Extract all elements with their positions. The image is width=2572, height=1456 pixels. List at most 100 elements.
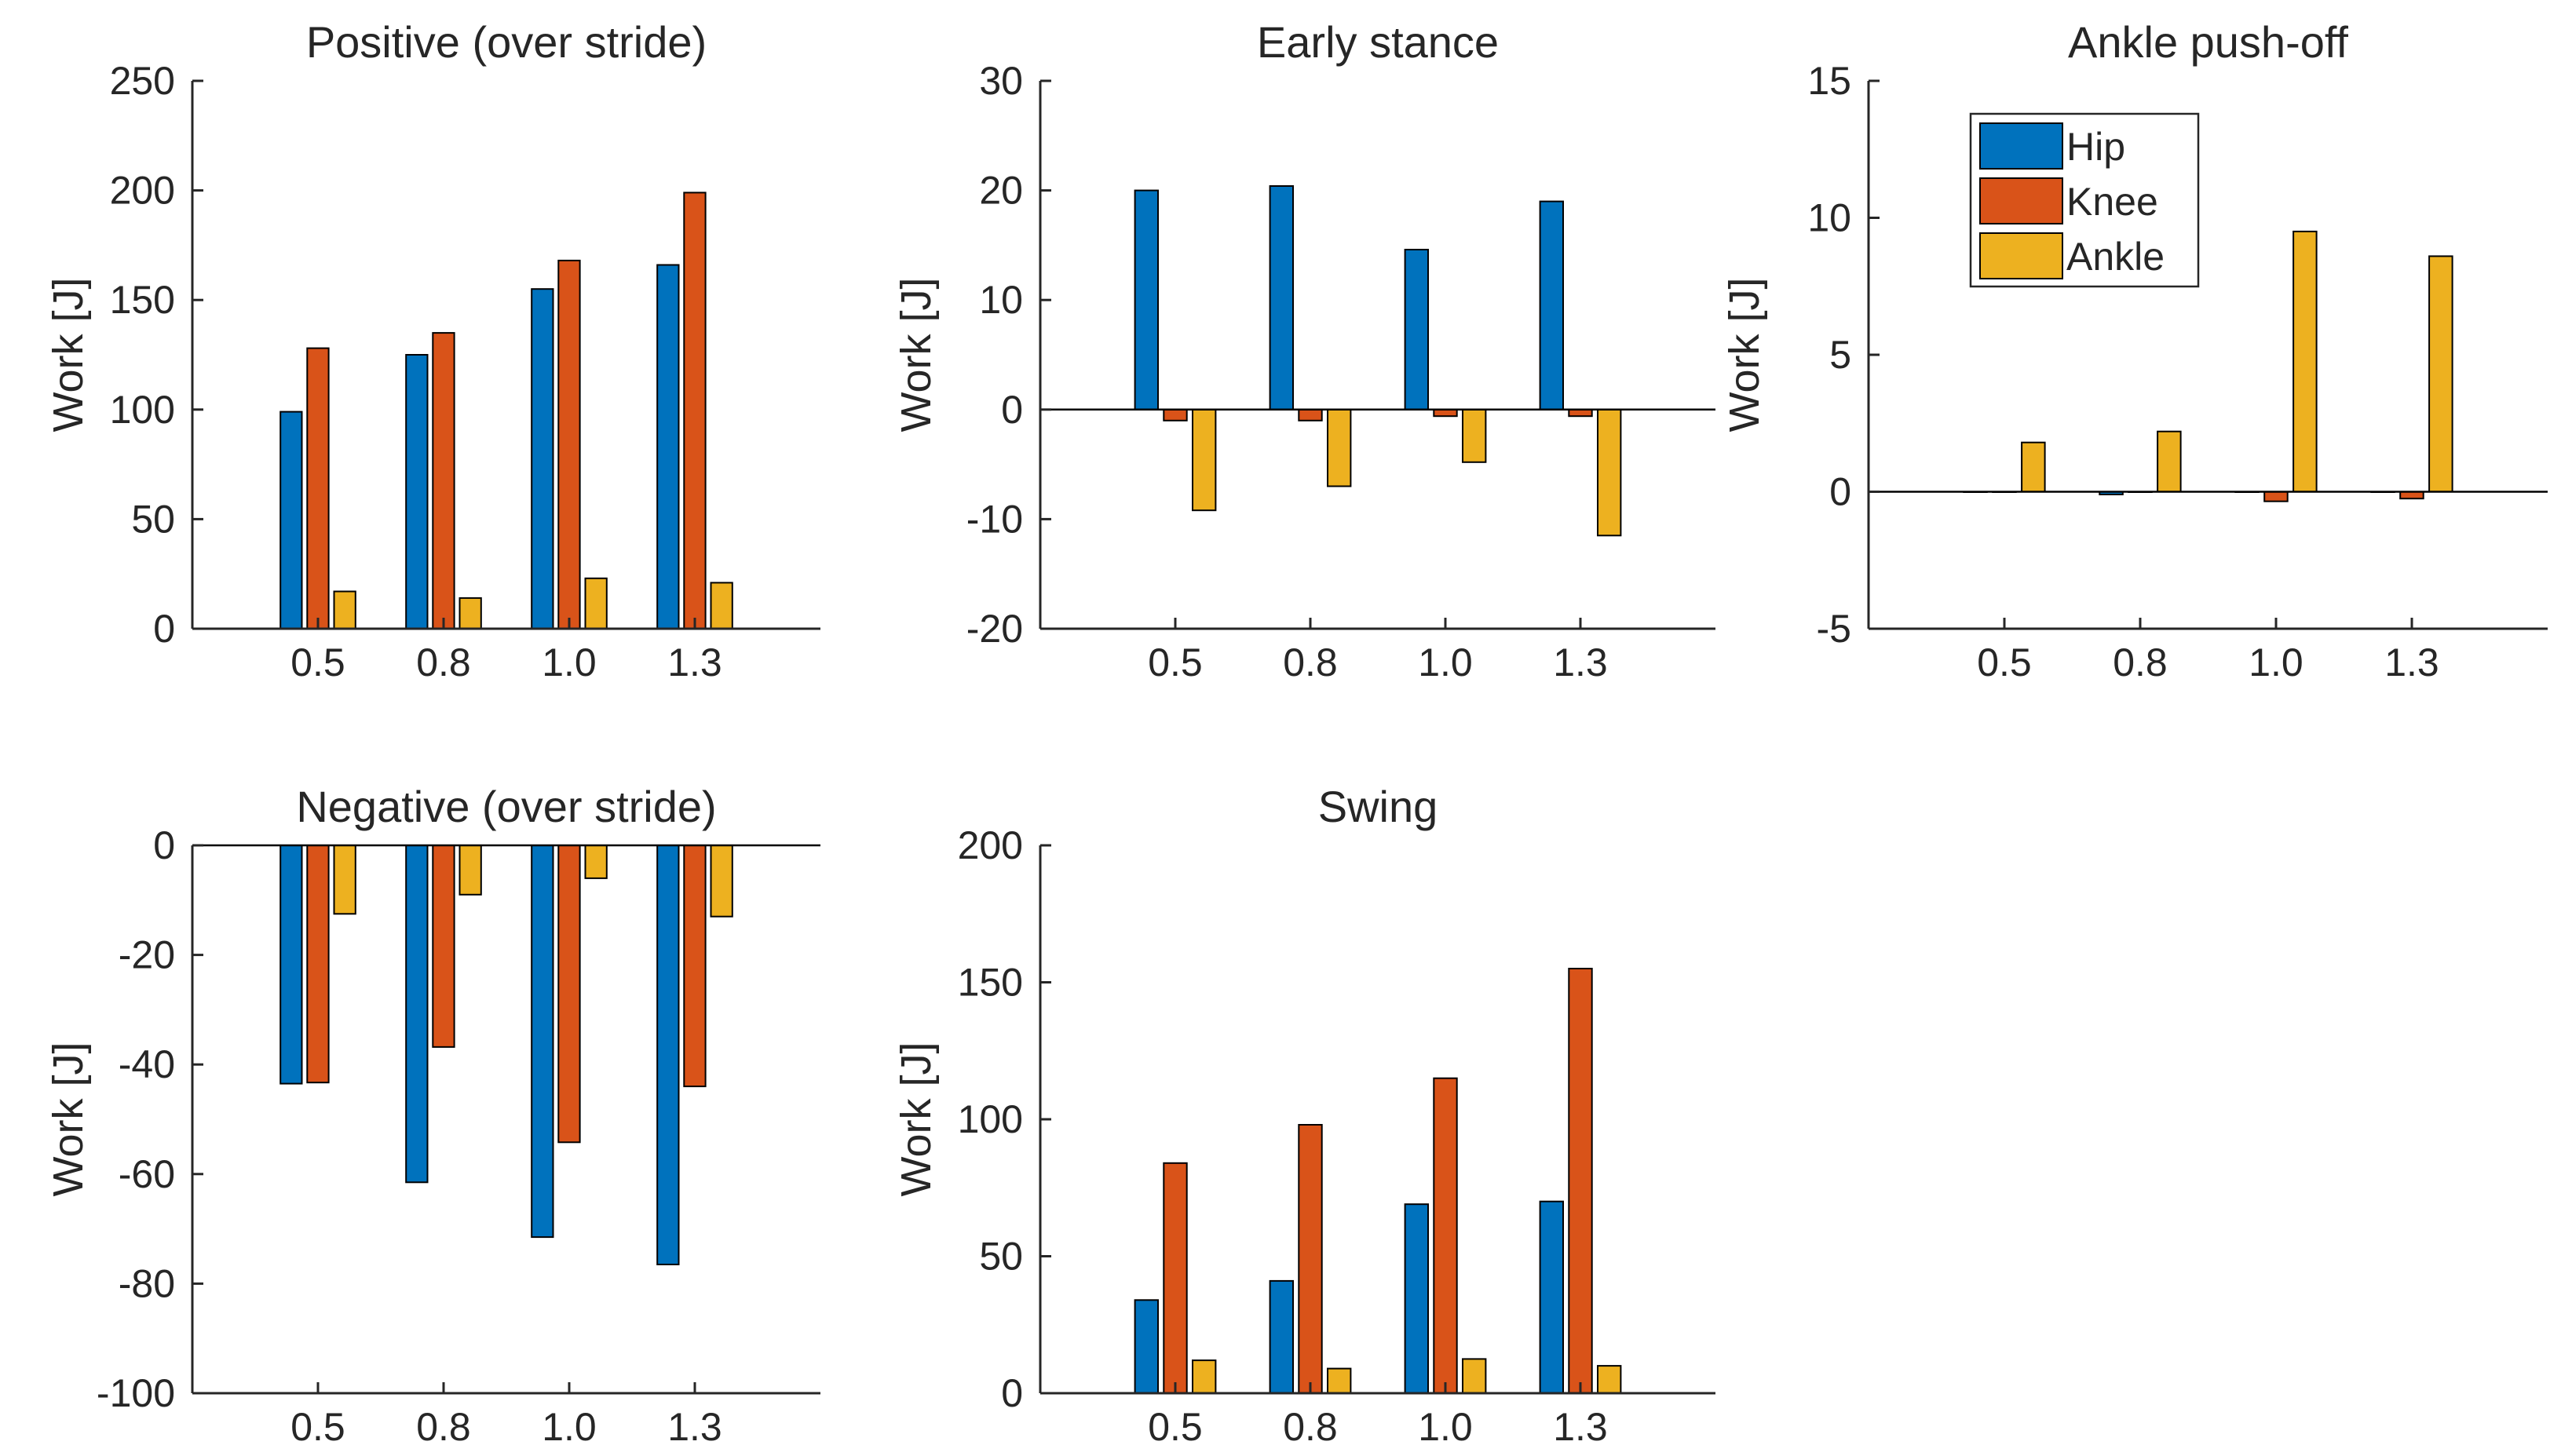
bar-knee-0.8 [432,332,455,629]
bar-ankle-1.3 [710,582,733,630]
legend: Hip Knee Ankle [1969,112,2200,288]
bar-knee-1.3 [683,192,707,629]
bar-ankle-0.5 [1192,1359,1217,1394]
x-tick-label: 0.8 [416,640,471,684]
chart-panel-3: Ankle push-off Work [J] -5 0 5 10 15 0.5 0.8 1.0 1… [1721,17,2548,684]
bar-ankle-1.0 [1462,408,1487,463]
x-tick-label: 1.0 [1418,1405,1473,1449]
x-tick-label: 1.0 [2249,640,2303,684]
chart-title: Ankle push-off [2068,17,2348,67]
bar-knee-0.8 [1298,408,1323,421]
bar-hip-1.0 [1404,249,1429,411]
bar-hip-0.8 [405,354,429,629]
chart-title: Positive (over stride) [306,17,707,67]
chart-title: Early stance [1257,17,1499,67]
x-tick-label: 0.8 [416,1405,471,1449]
bar-hip-1.3 [1539,1200,1564,1394]
y-tick-label: -20 [119,933,175,977]
bar-hip-0.5 [279,411,303,629]
bar-hip-1.0 [1404,1203,1429,1394]
legend-label-knee: Knee [2066,180,2158,224]
y-axis-label: Work [J] [45,277,92,432]
y-tick-label: 0 [153,607,175,651]
bar-knee-1.0 [1433,1077,1458,1394]
y-tick-label: 50 [131,497,175,541]
bar-knee-0.5 [1163,408,1188,421]
bar-hip-0.5 [1134,1299,1159,1395]
x-tick-label: 0.5 [290,640,345,684]
bar-knee-1.3 [1568,968,1593,1394]
y-tick-label: 10 [1807,196,1851,240]
legend-label-hip: Hip [2066,125,2125,169]
x-tick-label: 1.3 [1553,640,1608,684]
bar-ankle-0.8 [1327,1367,1352,1394]
bar-ankle-0.8 [2157,430,2182,493]
chart-panel-2: Early stance Work [J] -20 -10 0 10 20 30 0.5 0.8 1… [893,17,1715,684]
x-tick-label: 0.5 [1977,640,2032,684]
bar-knee-0.5 [306,347,330,629]
bar-knee-1.3 [1568,408,1593,418]
x-tick-label: 0.5 [1148,1405,1203,1449]
y-tick-label: -60 [119,1152,175,1196]
bar-hip-0.8 [1269,185,1294,411]
legend-label-ankle: Ankle [2066,235,2165,279]
bar-knee-1.0 [557,259,581,629]
y-tick-label: 30 [979,59,1023,103]
y-tick-label: -20 [966,607,1023,651]
chart-title: Swing [1318,782,1438,831]
y-tick-label: 150 [958,961,1023,1005]
bar-ankle-0.5 [333,590,356,629]
bar-ankle-1.3 [2428,255,2453,493]
legend-swatch-ankle [1979,232,2063,279]
y-tick-label: 200 [110,169,175,213]
bar-ankle-0.5 [2021,441,2046,493]
y-tick-label: -80 [119,1261,175,1305]
x-tick-label: 1.3 [667,640,722,684]
x-tick-label: 0.5 [1148,640,1203,684]
x-tick-label: 1.0 [1418,640,1473,684]
chart-panel-5: Swing Work [J] 0 50 100 150 200 0.5 0.8 1.0 1.3 [893,782,1715,1449]
bar-hip-0.8 [405,845,429,1184]
bar-ankle-1.0 [584,845,608,879]
bar-hip-1.3 [656,845,680,1265]
y-tick-label: 0 [153,823,175,867]
bar-ankle-0.5 [333,845,356,915]
y-axis-label: Work [J] [1721,277,1768,432]
y-tick-label: 100 [110,388,175,432]
y-tick-label: 100 [958,1097,1023,1141]
y-tick-label: 0 [1829,470,1851,514]
bar-ankle-0.8 [1327,408,1352,487]
x-tick-label: 1.0 [542,1405,597,1449]
y-tick-label: 0 [1001,1371,1023,1415]
bar-knee-0.5 [1163,1162,1188,1395]
y-tick-label: -5 [1817,607,1851,651]
bar-knee-0.8 [1298,1124,1323,1394]
y-tick-label: -100 [97,1371,175,1415]
bar-knee-1.3 [683,845,707,1088]
y-tick-label: 50 [979,1235,1023,1279]
y-tick-label: 10 [979,278,1023,322]
bar-knee-1.3 [2399,491,2424,500]
bar-ankle-1.0 [1462,1358,1487,1395]
chart-title: Negative (over stride) [296,782,716,831]
x-tick-label: 0.8 [2113,640,2168,684]
legend-swatch-knee [1979,177,2063,224]
bar-ankle-1.3 [1597,408,1622,537]
y-tick-label: 200 [958,823,1023,867]
y-axis-label: Work [J] [893,277,940,432]
y-tick-label: -10 [966,497,1023,541]
y-tick-label: 250 [110,59,175,103]
chart-panel-1: Positive (over stride) Work [J] 0 50 100 150 2… [45,17,820,684]
bar-hip-1.0 [531,288,554,629]
bar-hip-1.0 [531,845,554,1239]
bar-hip-1.3 [656,264,680,629]
bar-knee-0.8 [432,845,455,1048]
y-tick-label: 5 [1829,333,1851,377]
x-tick-label: 0.8 [1283,1405,1338,1449]
bar-hip-0.8 [1269,1279,1294,1395]
bar-ankle-1.3 [1597,1365,1622,1394]
x-tick-label: 1.3 [2384,640,2439,684]
bar-ankle-0.8 [459,597,482,630]
y-tick-label: 20 [979,169,1023,213]
